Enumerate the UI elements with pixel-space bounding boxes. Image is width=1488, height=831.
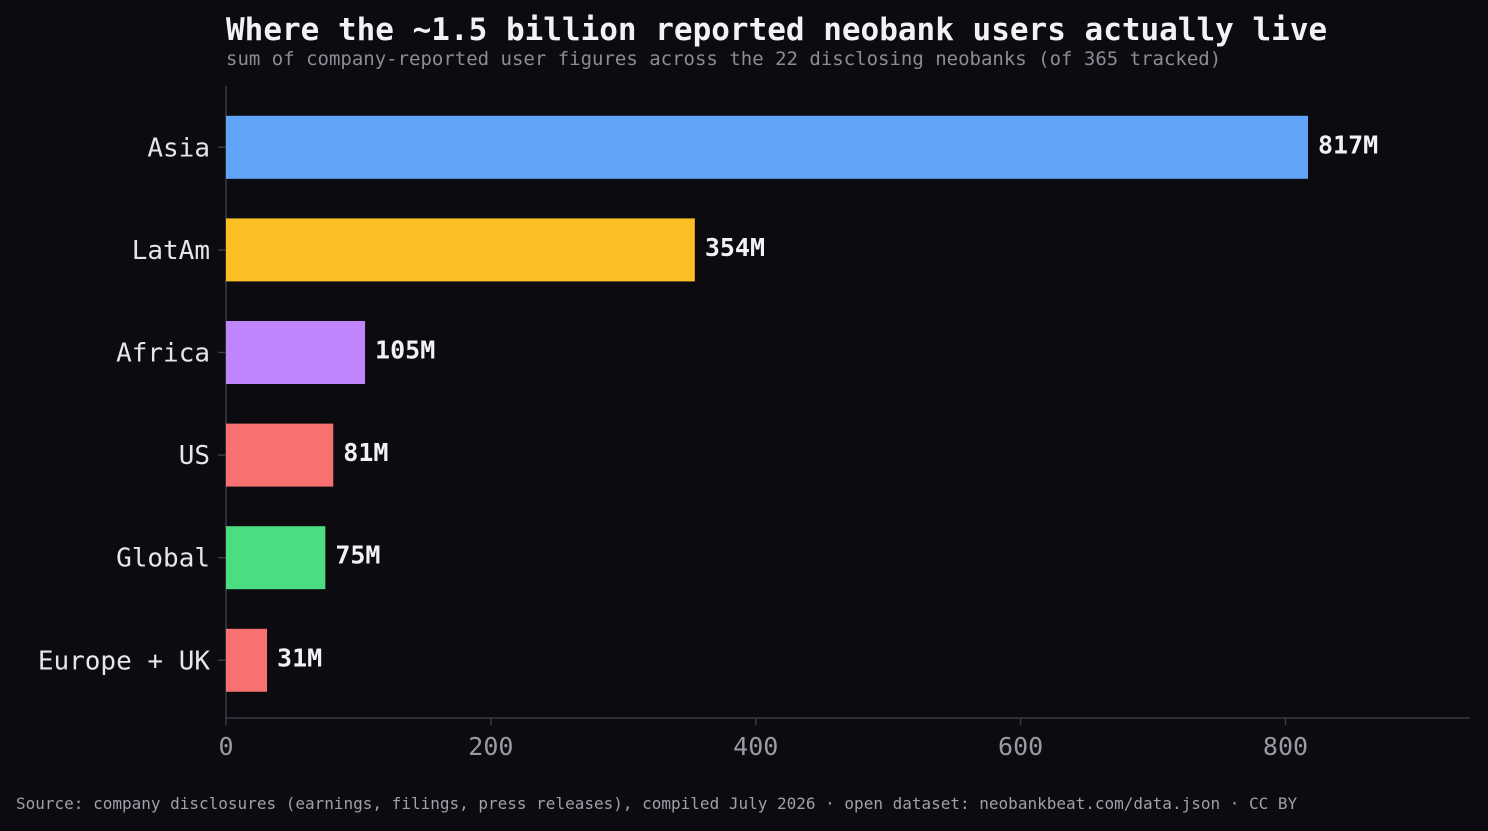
value-label: 31M [277,643,322,672]
value-label: 105M [375,336,435,365]
bar [226,218,695,282]
category-label: Asia [147,133,210,163]
bar [226,321,366,384]
chart-subtitle: sum of company-reported user figures acr… [226,48,1222,70]
category-label: US [179,441,210,471]
bar [226,115,1308,179]
x-tick-label: 800 [1263,732,1308,761]
x-tick-label: 0 [218,732,233,761]
value-label: 817M [1318,130,1378,159]
category-label: Europe + UK [38,646,211,676]
value-label: 75M [335,541,380,570]
x-tick-label: 400 [733,732,778,761]
bar [226,526,326,590]
category-label: LatAm [132,236,210,266]
bar [226,628,268,692]
value-label: 354M [705,233,765,262]
x-tick-label: 600 [998,732,1043,761]
source-note: Source: company disclosures (earnings, f… [16,794,1298,813]
chart-title: Where the ~1.5 billion reported neobank … [226,12,1328,48]
category-label: Global [116,544,210,574]
value-label: 81M [343,438,388,467]
bar [226,423,334,487]
x-tick-label: 200 [468,732,513,761]
category-label: Africa [116,339,210,369]
